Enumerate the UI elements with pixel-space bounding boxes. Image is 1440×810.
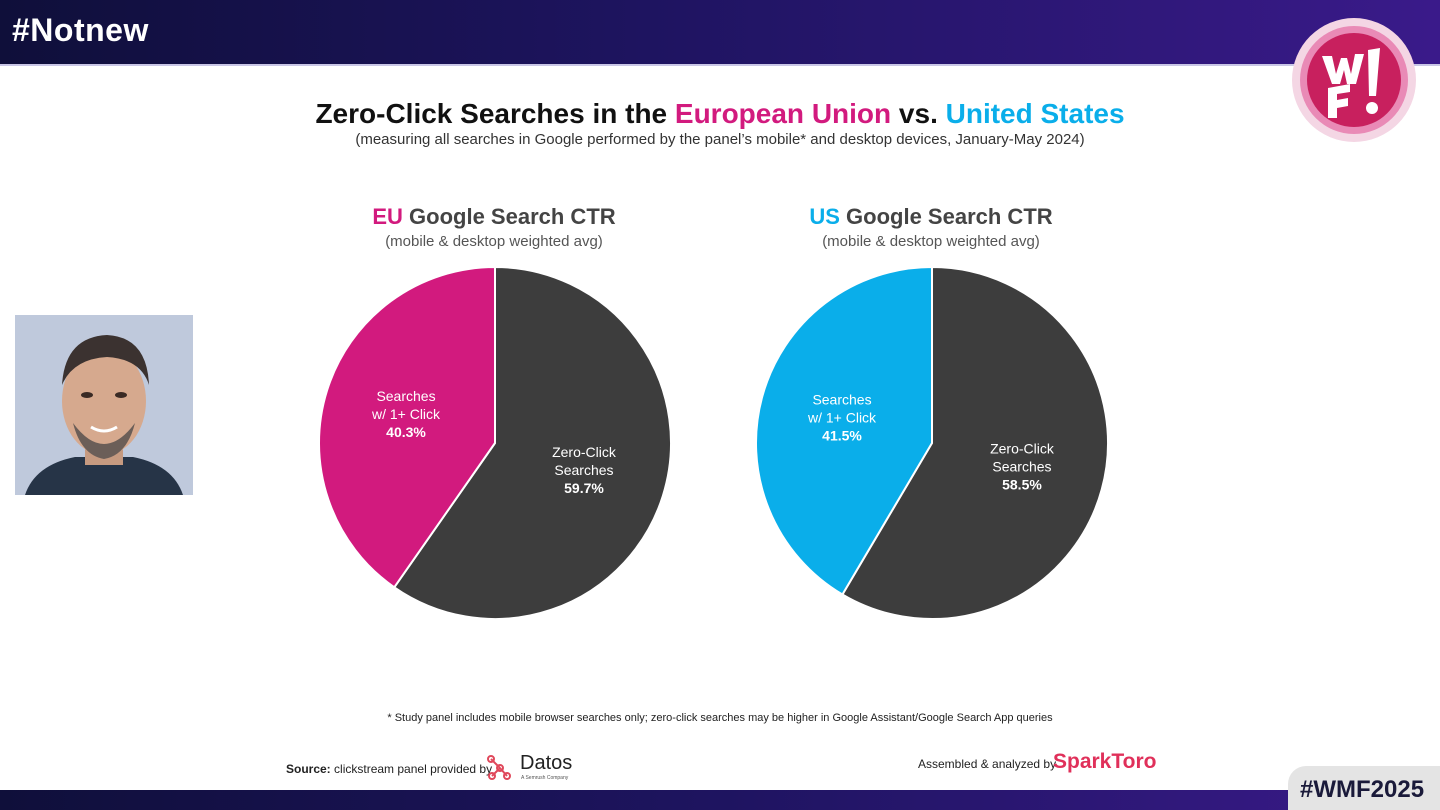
datos-tagline: A Semrush Company (521, 775, 569, 781)
header-bar: #Notnew (0, 0, 1440, 64)
us-slice-1 (755, 265, 933, 596)
datos-logo-icon (487, 755, 511, 780)
us-slice-0-label-2: Searches (992, 459, 1051, 475)
title-us: United States (945, 98, 1125, 129)
eu-pie-chart: Zero-Click Searches 59.7% Searches w/ 1+ Cli… (318, 265, 672, 620)
datos-name: Datos (520, 752, 573, 774)
eu-slice-1-label-1: Searches (376, 388, 435, 404)
source-line: Source: clickstream panel provided by (286, 762, 492, 776)
assembled-text: Assembled & analyzed by (918, 757, 1057, 771)
hashtag-text: #WMF2025 (1300, 776, 1425, 803)
us-slice-0 (841, 265, 1109, 620)
sparktoro-text: SparkToro (1053, 750, 1157, 773)
eu-slice-0 (392, 265, 672, 620)
eu-slice-0-value-label: 59.7% (564, 480, 604, 496)
sparktoro-logo: SparkToro (1053, 750, 1156, 774)
us-pie-chart: Zero-Click Searches 58.5% Searches w/ 1+ Cli… (755, 265, 1109, 620)
source-text: clickstream panel provided by (334, 762, 493, 776)
us-slice-1-value-label: 41.5% (822, 427, 862, 443)
eu-slice-1 (318, 265, 496, 589)
eu-chart-title: EU Google Search CTR (274, 204, 714, 230)
title-vs: vs. (891, 98, 946, 129)
us-chart-title-text: Google Search CTR (846, 204, 1053, 229)
eu-chart-title-prefix: EU (372, 204, 403, 229)
title-eu: European Union (674, 98, 892, 129)
eu-slice-0-label-2: Searches (554, 462, 613, 478)
eu-chart-title-text: Google Search CTR (409, 204, 616, 229)
us-slice-0-label-1: Zero-Click (990, 441, 1055, 457)
eu-slice-1-label-2: w/ 1+ Click (371, 406, 441, 422)
main-title: Zero-Click Searches in the European Unio… (0, 98, 1440, 130)
main-subtitle: (measuring all searches in Google perfor… (355, 131, 1085, 148)
us-slice-1-label-1: Searches (812, 391, 871, 407)
header-divider (0, 64, 1440, 66)
us-slice-1-label-2: w/ 1+ Click (807, 409, 877, 425)
header-title: #Notnew (12, 12, 149, 48)
wmf-logo (1292, 18, 1416, 142)
us-chart-title-prefix: US (809, 204, 840, 229)
footer-bar (0, 790, 1440, 810)
footnote: * Study panel includes mobile browser se… (387, 712, 1053, 724)
hashtag-badge (1288, 766, 1440, 810)
eu-slice-1-value-label: 40.3% (386, 424, 426, 440)
title-prefix: Zero-Click Searches in the (315, 98, 675, 129)
speaker-photo (15, 315, 193, 495)
eu-chart-subtitle: (mobile & desktop weighted avg) (385, 233, 603, 250)
us-chart-subtitle: (mobile & desktop weighted avg) (822, 233, 1040, 250)
source-label: Source: (286, 762, 331, 776)
us-slice-0-value-label: 58.5% (1002, 477, 1042, 493)
eu-slice-0-label-1: Zero-Click (552, 444, 617, 460)
us-chart-title: US Google Search CTR (711, 204, 1151, 230)
